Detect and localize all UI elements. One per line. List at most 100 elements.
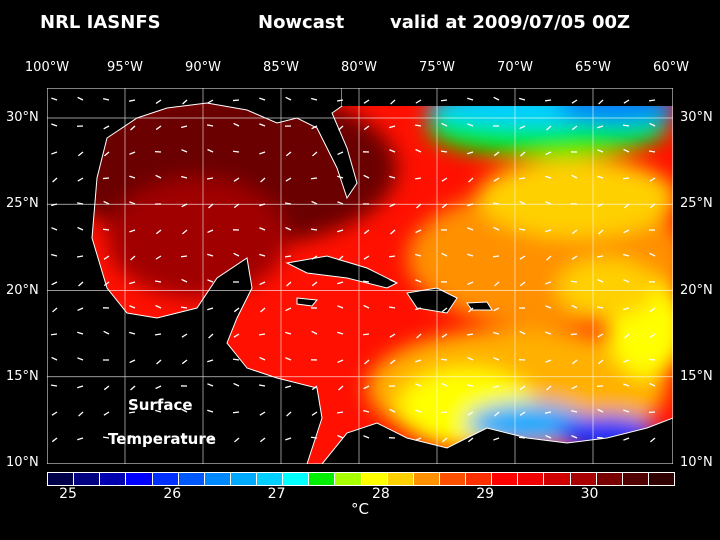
wind-arrow (649, 333, 656, 338)
wind-arrow (545, 434, 552, 439)
wind-arrow (78, 281, 84, 287)
colorbar-swatch (74, 473, 101, 485)
colorbar-swatch (309, 473, 336, 485)
wind-arrow (623, 99, 630, 104)
wind-arrow (338, 255, 344, 261)
wind-arrow (545, 281, 552, 285)
wind-arrow (571, 304, 578, 309)
wind-arrow (389, 149, 396, 153)
wind-arrow (206, 177, 214, 180)
wind-arrow (440, 150, 448, 153)
wind-arrow (519, 385, 526, 391)
wind-arrow (519, 97, 526, 101)
wind-arrow (416, 333, 422, 339)
colorbar-swatch (48, 473, 75, 485)
wind-arrow (155, 174, 162, 179)
wind-arrow (284, 202, 292, 205)
wind-arrow (233, 382, 240, 387)
wind-arrow (441, 122, 448, 127)
wind-arrow (467, 97, 474, 101)
wind-arrow (623, 359, 630, 363)
wind-arrow (545, 305, 552, 309)
wind-arrow (649, 437, 656, 443)
wind-arrow (493, 151, 500, 157)
wind-arrow (362, 280, 370, 283)
wind-arrow (286, 281, 292, 287)
wind-arrow (258, 384, 266, 387)
wind-arrow (415, 437, 422, 441)
source-title: NRL IASNFS (40, 12, 161, 33)
wind-arrow (258, 333, 266, 336)
wind-arrow (416, 203, 422, 209)
wind-arrow (260, 177, 266, 183)
wind-arrow (182, 229, 188, 235)
wind-arrow (546, 125, 552, 131)
wind-arrow (103, 411, 110, 416)
wind-arrow (51, 203, 58, 207)
wind-arrow (518, 177, 526, 180)
wind-arrow (77, 177, 84, 182)
wind-arrow (622, 124, 630, 127)
wind-arrow (129, 305, 136, 309)
wind-arrow (648, 150, 656, 153)
wind-arrow (572, 359, 578, 365)
wind-arrow (103, 125, 110, 130)
wind-vectors (50, 96, 656, 443)
lon-label: 90°W (185, 60, 221, 75)
wind-arrow (181, 333, 188, 338)
wind-arrow (389, 175, 396, 179)
wind-arrow (623, 253, 630, 257)
wind-arrow (520, 151, 526, 157)
wind-arrow (337, 151, 344, 156)
wind-arrow (467, 203, 474, 207)
wind-arrow (233, 307, 240, 313)
wind-arrow (207, 383, 214, 387)
wind-arrow (571, 255, 578, 260)
lat-label-right: 25°N (680, 196, 713, 212)
wind-arrow (389, 278, 396, 283)
wind-arrow (467, 151, 474, 155)
wind-arrow (259, 151, 266, 155)
wind-arrow (545, 229, 552, 233)
wind-arrow (390, 229, 396, 235)
wind-arrow (52, 307, 58, 313)
wind-arrow (467, 356, 474, 361)
lat-label-right: 30°N (680, 110, 713, 125)
wind-arrow (129, 434, 136, 439)
colorbar-unit: °C (351, 500, 369, 518)
wind-arrow (389, 408, 396, 413)
colorbar-swatch (439, 473, 466, 485)
wind-arrow (232, 150, 240, 153)
lat-label-left: 20°N (6, 282, 39, 298)
wind-arrow (544, 411, 552, 414)
wind-arrow (233, 203, 240, 209)
wind-arrow (102, 177, 110, 180)
wind-arrow (208, 333, 214, 339)
colorbar-tick-label: 30 (580, 486, 599, 502)
lon-label: 95°W (107, 60, 143, 75)
wind-arrow (519, 125, 526, 130)
wind-arrow (337, 359, 344, 364)
wind-arrow (440, 358, 448, 361)
wind-arrow (233, 122, 240, 127)
wind-arrow (286, 411, 292, 417)
colorbar-tick-label: 29 (476, 486, 495, 502)
wind-arrow (285, 437, 292, 441)
wind-arrow (155, 229, 162, 235)
wind-arrow (285, 307, 292, 312)
wind-arrow (597, 125, 604, 129)
wind-arrow (103, 330, 110, 335)
wind-arrow (492, 202, 500, 205)
wind-arrow (260, 307, 266, 313)
wind-arrow (130, 255, 136, 261)
wind-arrow (259, 253, 266, 257)
wind-arrow (493, 226, 500, 231)
lat-label-right: 20°N (680, 282, 713, 298)
map-label-surface: Surface (128, 396, 193, 414)
wind-arrow (519, 281, 526, 287)
wind-arrow (597, 278, 604, 283)
wind-arrow (571, 174, 578, 179)
colorbar (47, 472, 675, 486)
wind-arrow (102, 436, 110, 439)
colorbar-swatch (361, 473, 388, 485)
